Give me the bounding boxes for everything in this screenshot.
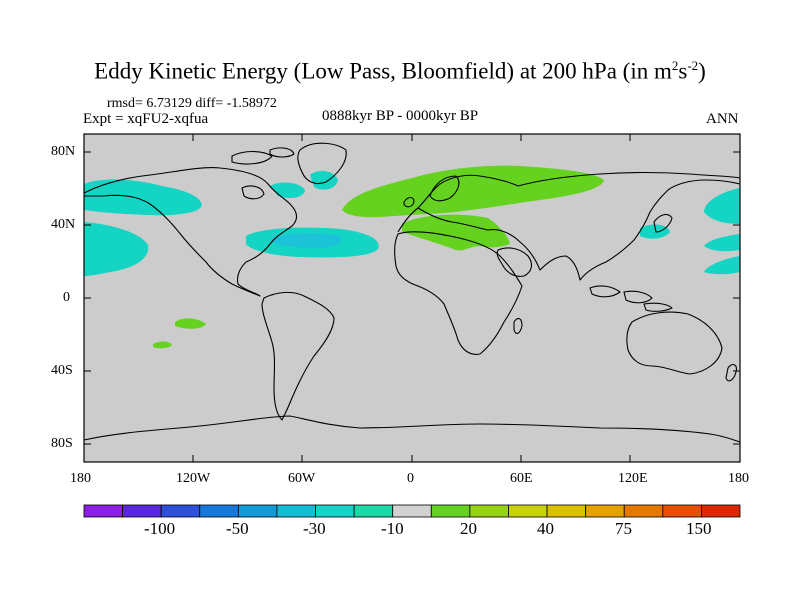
anomaly-greenland xyxy=(310,170,338,190)
colorbar-box xyxy=(623,504,664,518)
colorbar-box xyxy=(430,504,471,518)
colorbar-box xyxy=(392,504,432,518)
colorbar-box xyxy=(546,504,587,518)
lon-tick-180w: 180 xyxy=(70,471,91,486)
lon-tick-180e: 180 xyxy=(728,471,749,486)
colorbar-label-75: 75 xyxy=(615,519,632,538)
anomaly-north-atlantic-core xyxy=(272,233,342,248)
coast-southeast-asia-islands xyxy=(589,285,673,312)
coastlines xyxy=(83,142,741,443)
coast-british-isles xyxy=(403,196,415,208)
lon-tick-60e: 60E xyxy=(510,471,533,486)
coast-scandinavia xyxy=(429,175,460,202)
coast-asia xyxy=(487,171,741,281)
coast-africa xyxy=(394,231,523,355)
anomaly-south-pacific-2 xyxy=(153,341,172,349)
colorbar-label-neg50: -50 xyxy=(226,519,249,538)
colorbar-box xyxy=(160,504,201,518)
lat-tick-0: 0 xyxy=(63,290,70,305)
anomaly-eurasia xyxy=(342,165,604,218)
coast-antarctica xyxy=(83,415,741,443)
anomaly-japan xyxy=(640,224,670,239)
lat-tick-40n: 40N xyxy=(51,217,76,232)
lon-tick-120w: 120W xyxy=(176,471,211,486)
colorbar-box xyxy=(83,504,123,518)
coast-japan xyxy=(653,213,673,233)
colorbar-box xyxy=(237,504,278,518)
anomaly-south-pacific-1 xyxy=(175,318,206,329)
colorbar-box xyxy=(276,504,316,518)
plot-title: Eddy Kinetic Energy (Low Pass, Bloomfiel… xyxy=(94,58,706,84)
anomaly-east-pacific xyxy=(704,188,740,224)
colorbar-box xyxy=(662,504,702,518)
coast-arabia xyxy=(496,247,533,277)
coast-australia xyxy=(626,311,723,375)
colorbar-box xyxy=(315,504,355,518)
anomaly-pacific-band xyxy=(84,222,149,276)
rmsd-diff-stats: rmsd= 6.73129 diff= -1.58972 xyxy=(107,96,277,111)
colorbar-label-neg30: -30 xyxy=(303,519,326,538)
lon-tick-60w: 60W xyxy=(288,471,316,486)
lat-tick-40s: 40S xyxy=(51,363,73,378)
colorbar-box xyxy=(199,504,239,518)
colorbar-box xyxy=(122,504,162,518)
period-label: 0888kyr BP - 0000kyr BP xyxy=(322,108,479,124)
lon-tick-120e: 120E xyxy=(618,471,648,486)
coast-north-america xyxy=(83,167,298,297)
axis-ticks xyxy=(83,134,741,462)
colorbar-box xyxy=(508,504,548,518)
colorbar-label-40: 40 xyxy=(537,519,554,538)
colorbar-label-neg100: -100 xyxy=(144,519,176,538)
coast-new-zealand xyxy=(725,363,737,382)
anomaly-dateline xyxy=(704,234,740,252)
colorbar-box xyxy=(353,504,394,518)
lat-tick-80n: 80N xyxy=(51,144,76,159)
coast-south-america xyxy=(261,291,335,421)
negative-anomaly-regions xyxy=(84,170,740,276)
anomaly-east-pacific-south xyxy=(704,256,740,275)
colorbar-label-150: 150 xyxy=(686,519,712,538)
coast-madagascar xyxy=(513,317,523,335)
season-label: ANN xyxy=(706,111,739,127)
positive-anomaly-regions xyxy=(153,165,604,349)
colorbar xyxy=(83,504,741,518)
colorbar-label-neg10: -10 xyxy=(381,519,404,538)
anomaly-north-pacific-west xyxy=(84,179,202,216)
colorbar-label-20: 20 xyxy=(460,519,477,538)
lat-tick-80s: 80S xyxy=(51,436,73,451)
experiment-label: Expt = xqFU2-xqfua xyxy=(83,111,209,127)
colorbar-box xyxy=(585,504,625,518)
coast-greenland xyxy=(297,142,347,185)
coast-arctic-islands xyxy=(231,147,295,165)
coast-europe xyxy=(397,174,519,233)
colorbar-box xyxy=(701,504,741,518)
anomaly-mediterranean xyxy=(402,214,510,251)
lon-tick-0: 0 xyxy=(407,471,414,486)
colorbar-box xyxy=(469,504,509,518)
coast-hudson-bay xyxy=(241,185,265,200)
